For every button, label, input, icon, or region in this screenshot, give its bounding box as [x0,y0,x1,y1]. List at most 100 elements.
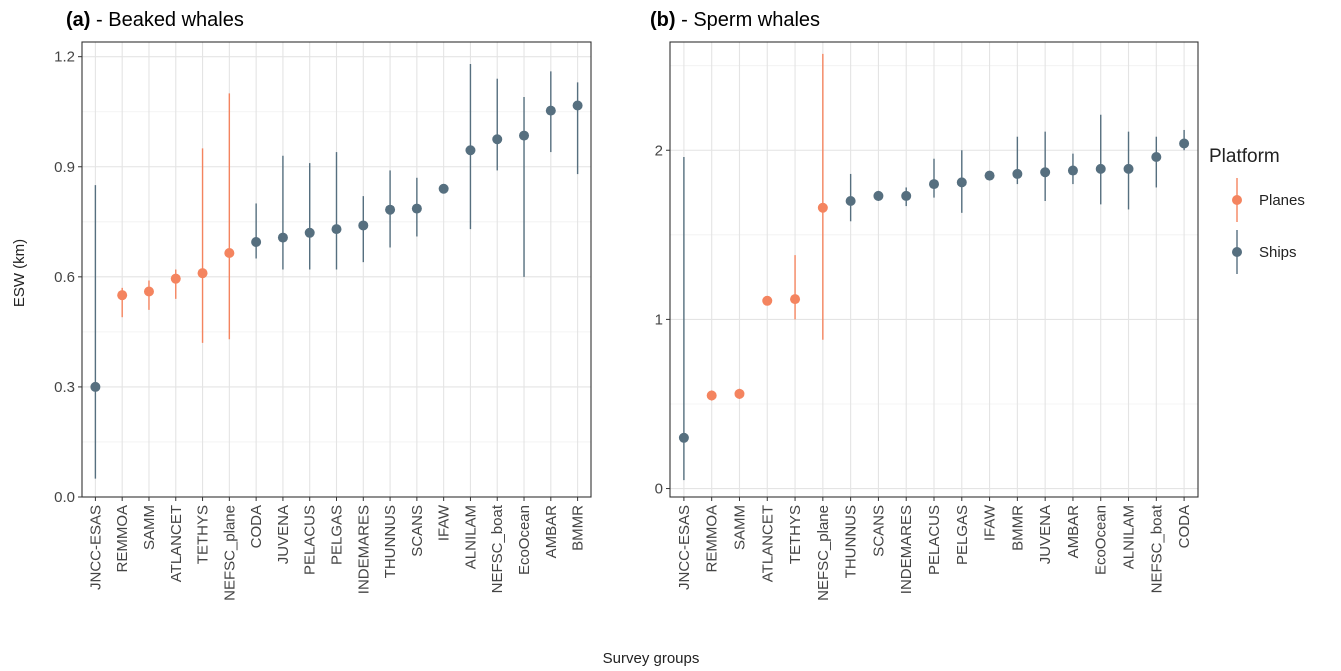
x-tick-label: THUNNUS [382,505,399,578]
data-point [678,432,689,443]
legend-item-ships: Ships [1232,230,1297,274]
legend-key-point [1232,247,1242,257]
data-point [197,268,208,279]
data-point [1123,163,1134,174]
data-point [790,294,801,305]
x-tick-label: NEFSC_plane [221,505,238,601]
legend: Platform Planes Ships [1209,146,1305,274]
panel-b-tag: (b) [650,9,676,31]
x-tick-label: CODA [248,505,265,548]
data-point [929,179,939,190]
y-tick-label: 1 [655,311,663,328]
panel-b-title-text: - Sperm whales [676,9,821,31]
panel-sperm-whales: (b) - Sperm whales 0 1 2 JNCC-ESAS REMMOA SA… [650,9,1199,601]
panel-beaked-whales: (a) - Beaked whales 0.0 0.3 0.6 0.9 1.2 JNCC… [11,9,592,601]
panel-a-marks [90,64,583,479]
data-point [358,220,369,231]
legend-label: Ships [1259,244,1297,261]
x-tick-label: PELACUS [926,505,943,575]
data-point [438,183,449,194]
x-tick-label: SAMM [731,505,748,550]
panel-a-x-axis: JNCC-ESAS REMMOA SAMM ATLANCET TETHYS NEFSC_p… [87,497,587,601]
x-tick-label: JUVENA [275,505,292,564]
panel-b-marks [678,53,1190,481]
data-point [251,236,262,247]
y-tick-label: 0.9 [54,159,75,176]
data-point [706,390,717,401]
data-point [1012,168,1023,179]
data-point [277,232,288,243]
legend-item-planes: Planes [1232,178,1305,222]
x-tick-label: TETHYS [787,505,804,564]
data-point [956,177,967,188]
x-tick-label: INDEMARES [898,505,915,594]
data-point [1095,163,1106,174]
data-point [545,105,556,116]
x-tick-label: IFAW [436,504,453,541]
data-point [492,134,503,145]
x-tick-label: TETHYS [195,505,212,564]
data-point [411,203,422,214]
data-point [117,290,128,301]
x-tick-label: AMBAR [1065,505,1082,559]
x-tick-label: ALNILAM [1121,505,1138,569]
y-tick-label: 1.2 [54,49,75,66]
x-tick-label: AMBAR [543,505,560,559]
data-point [90,381,101,392]
data-point [1179,138,1190,149]
data-point [873,190,884,201]
panel-a-tag: (a) [66,9,90,31]
data-point [170,273,181,284]
x-tick-label: INDEMARES [355,505,372,594]
x-tick-label: PELGAS [329,505,346,565]
data-point [1040,167,1051,178]
data-point [224,247,235,258]
x-tick-label: JNCC-ESAS [87,505,104,590]
data-point [331,224,342,235]
x-tick-label: SCANS [409,505,426,557]
y-tick-label: 0.3 [54,379,75,396]
data-point [304,227,315,238]
x-tick-label: PELACUS [302,505,319,575]
x-tick-label: SAMM [141,505,158,550]
data-point [901,190,912,201]
x-tick-label: NEFSC_boat [489,504,506,593]
data-point [762,295,773,306]
x-tick-label: SCANS [870,505,887,557]
legend-title: Platform [1209,146,1280,167]
panel-a-title: (a) - Beaked whales [66,9,244,31]
data-point [519,130,530,141]
data-point [385,204,396,215]
y-tick-label: 0.6 [54,269,75,286]
data-point [734,388,745,399]
data-point [1067,165,1078,176]
x-tick-label: REMMOA [704,505,721,573]
data-point [143,286,154,297]
panel-a-y-axis: 0.0 0.3 0.6 0.9 1.2 [54,49,82,506]
legend-label: Planes [1259,192,1305,209]
x-tick-label: JNCC-ESAS [676,505,693,590]
legend-key-point [1232,195,1242,205]
x-tick-label: THUNNUS [843,505,860,578]
x-tick-label: EcoOcean [516,505,533,575]
panel-b-gridlines [670,42,1198,497]
x-tick-label: JUVENA [1037,505,1054,564]
panel-b-y-axis: 0 1 2 [655,142,670,498]
x-tick-label: NEFSC_boat [1148,504,1165,593]
data-point [984,170,995,181]
x-tick-label: ATLANCET [168,505,185,582]
x-tick-label: IFAW [982,504,999,541]
x-tick-label: CODA [1176,505,1193,548]
x-tick-label: PELGAS [954,505,971,565]
y-tick-label: 2 [655,142,663,159]
panel-b-title: (b) - Sperm whales [650,9,820,31]
x-tick-label: EcoOcean [1093,505,1110,575]
data-point [572,100,583,111]
x-tick-label: BMMR [570,505,587,551]
x-tick-label: REMMOA [114,505,131,573]
data-point [1151,152,1162,163]
data-point [465,145,476,156]
x-tick-label: NEFSC_plane [815,505,832,601]
x-axis-label: Survey groups [603,650,700,667]
x-tick-label: BMMR [1009,505,1026,551]
